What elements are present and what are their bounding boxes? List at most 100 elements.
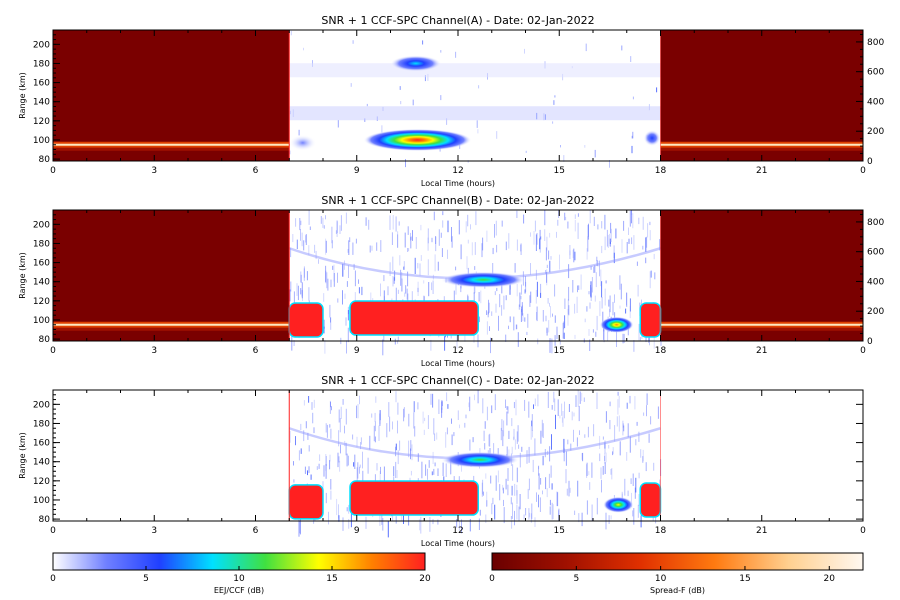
feature xyxy=(363,128,472,151)
x-tick-label: 0 xyxy=(50,526,56,536)
y-axis-label: Range (km) xyxy=(18,432,27,479)
x-tick-label: 21 xyxy=(756,346,767,356)
y2-tick-label: 200 xyxy=(867,127,884,137)
x-tick-label: 21 xyxy=(756,166,767,176)
x-tick-label: 3 xyxy=(151,346,157,356)
panel-b: SNR + 1 CCF-SPC Channel(B) - Date: 02-Ja… xyxy=(18,194,884,368)
x-tick-label: 0 xyxy=(860,346,866,356)
y-tick-label: 80 xyxy=(39,155,51,165)
y2-tick-label: 800 xyxy=(867,218,884,228)
x-tick-label: 15 xyxy=(554,346,565,356)
y-tick-label: 120 xyxy=(33,477,50,487)
x-tick-label: 15 xyxy=(554,526,565,536)
panel-title: SNR + 1 CCF-SPC Channel(B) - Date: 02-Ja… xyxy=(321,194,594,207)
y-tick-label: 160 xyxy=(33,79,50,89)
colorbar-tick-label: 20 xyxy=(824,574,836,584)
colorbar-tick-label: 10 xyxy=(233,574,245,584)
y-tick-label: 140 xyxy=(33,458,50,468)
spread-f-layer-edge xyxy=(53,147,290,151)
colorbar-tick-label: 15 xyxy=(326,574,337,584)
panel-c: SNR + 1 CCF-SPC Channel(C) - Date: 02-Ja… xyxy=(18,374,866,548)
y-axis-label: Range (km) xyxy=(18,252,27,299)
colorbar-tick-label: 0 xyxy=(50,574,56,584)
feature xyxy=(441,451,519,468)
spread-f-layer-core xyxy=(53,143,290,146)
y-tick-label: 100 xyxy=(33,496,50,506)
x-tick-label: 18 xyxy=(655,526,667,536)
feature xyxy=(643,130,661,147)
y-tick-label: 200 xyxy=(33,40,50,50)
colorbar-tick-label: 5 xyxy=(573,574,579,584)
y2-tick-label: 600 xyxy=(867,68,884,78)
spread-f-layer-edge xyxy=(660,327,863,331)
colorbar-tick-label: 10 xyxy=(655,574,667,584)
panel-title: SNR + 1 CCF-SPC Channel(A) - Date: 02-Ja… xyxy=(321,14,594,27)
y-tick-label: 100 xyxy=(33,136,50,146)
y2-tick-label: 400 xyxy=(867,97,884,107)
feature xyxy=(288,484,324,520)
x-tick-label: 6 xyxy=(253,526,259,536)
y-tick-label: 200 xyxy=(33,220,50,230)
y-tick-label: 140 xyxy=(33,278,50,288)
y-tick-label: 200 xyxy=(33,400,50,410)
y2-tick-label: 600 xyxy=(867,248,884,258)
x-tick-label: 21 xyxy=(756,526,767,536)
spread-f-map xyxy=(660,210,863,341)
spread-f-layer-edge xyxy=(660,147,863,151)
x-tick-label: 0 xyxy=(50,166,56,176)
x-tick-label: 3 xyxy=(151,166,157,176)
background-band xyxy=(289,63,661,78)
x-axis-label: Local Time (hours) xyxy=(421,179,495,188)
feature xyxy=(390,55,442,72)
x-tick-label: 9 xyxy=(354,166,360,176)
background-band xyxy=(289,106,661,121)
y-tick-label: 140 xyxy=(33,98,50,108)
colorbar-label: Spread-F (dB) xyxy=(650,586,705,595)
y-tick-label: 180 xyxy=(33,59,50,69)
y2-tick-label: 0 xyxy=(867,337,873,347)
x-tick-label: 3 xyxy=(151,526,157,536)
x-tick-label: 12 xyxy=(452,166,463,176)
colorbar-label: EEJ/CCF (dB) xyxy=(214,586,264,595)
spread-f-map xyxy=(660,30,863,161)
y2-tick-label: 200 xyxy=(867,307,884,317)
y2-tick-label: 800 xyxy=(867,38,884,48)
x-tick-label: 9 xyxy=(354,346,360,356)
y-tick-label: 100 xyxy=(33,316,50,326)
panel-a: SNR + 1 CCF-SPC Channel(A) - Date: 02-Ja… xyxy=(18,14,884,188)
y-axis-label: Range (km) xyxy=(18,72,27,119)
colorbar-gradient xyxy=(491,552,864,571)
x-axis-label: Local Time (hours) xyxy=(421,359,495,368)
y-tick-label: 120 xyxy=(33,297,50,307)
spread-f-layer-core xyxy=(53,323,290,326)
x-tick-label: 6 xyxy=(253,346,259,356)
spread-f-layer-core xyxy=(660,143,863,146)
colorbar-tick-label: 20 xyxy=(419,574,431,584)
x-tick-label: 18 xyxy=(655,346,667,356)
x-tick-label: 9 xyxy=(354,526,360,536)
feature xyxy=(349,300,479,336)
panel-title: SNR + 1 CCF-SPC Channel(C) - Date: 02-Ja… xyxy=(321,374,594,387)
x-tick-label: 18 xyxy=(655,166,667,176)
x-tick-label: 0 xyxy=(860,526,866,536)
colorbar-spread-f: 0 5 10 15 20 Spread-F (dB) xyxy=(489,552,864,595)
colorbar-eej-ccf: 0 5 10 15 20 EEJ/CCF (dB) xyxy=(50,552,431,595)
spread-f-layer-core xyxy=(660,323,863,326)
y2-tick-label: 400 xyxy=(867,277,884,287)
feature xyxy=(603,496,634,513)
x-axis-label: Local Time (hours) xyxy=(421,539,495,548)
feature xyxy=(288,302,324,338)
y-tick-label: 80 xyxy=(39,335,51,345)
y-tick-label: 160 xyxy=(33,259,50,269)
colorbar-tick-label: 5 xyxy=(143,574,149,584)
spread-f-layer-edge xyxy=(53,327,290,331)
feature xyxy=(639,482,662,518)
feature xyxy=(441,271,526,288)
x-tick-label: 0 xyxy=(50,346,56,356)
feature xyxy=(599,316,634,333)
y-tick-label: 180 xyxy=(33,419,50,429)
x-tick-label: 6 xyxy=(253,166,259,176)
y-tick-label: 120 xyxy=(33,117,50,127)
x-tick-label: 12 xyxy=(452,526,463,536)
